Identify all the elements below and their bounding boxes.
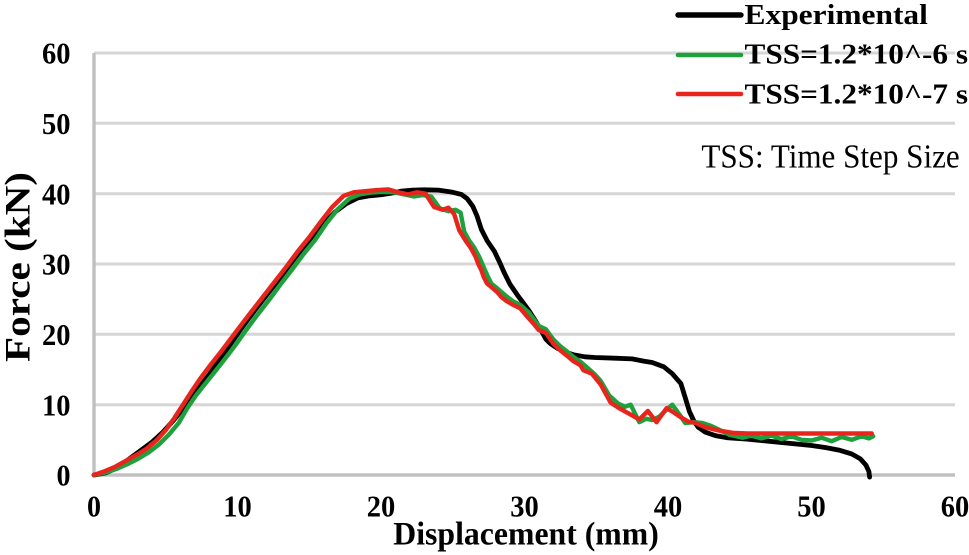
svg-text:10: 10 [223, 488, 252, 523]
svg-text:30: 30 [42, 247, 71, 282]
svg-text:40: 40 [654, 488, 683, 523]
svg-text:Force (kN): Force (kN) [0, 172, 38, 362]
svg-text:Experimental: Experimental [745, 0, 928, 31]
svg-text:40: 40 [42, 176, 71, 211]
svg-text:10: 10 [42, 387, 71, 422]
svg-text:50: 50 [42, 106, 71, 141]
svg-text:TSS=1.2*10^-7 s: TSS=1.2*10^-7 s [745, 78, 969, 110]
svg-text:Displacement (mm): Displacement (mm) [393, 517, 659, 553]
svg-text:60: 60 [42, 36, 71, 71]
svg-text:60: 60 [941, 488, 969, 523]
svg-text:TSS: Time Step Size: TSS: Time Step Size [701, 138, 959, 175]
svg-text:0: 0 [87, 488, 101, 523]
svg-text:TSS=1.2*10^-6 s: TSS=1.2*10^-6 s [745, 39, 969, 71]
svg-text:20: 20 [367, 488, 396, 523]
svg-text:50: 50 [797, 488, 826, 523]
svg-text:20: 20 [42, 317, 71, 352]
svg-text:0: 0 [57, 458, 71, 493]
svg-text:30: 30 [510, 488, 539, 523]
